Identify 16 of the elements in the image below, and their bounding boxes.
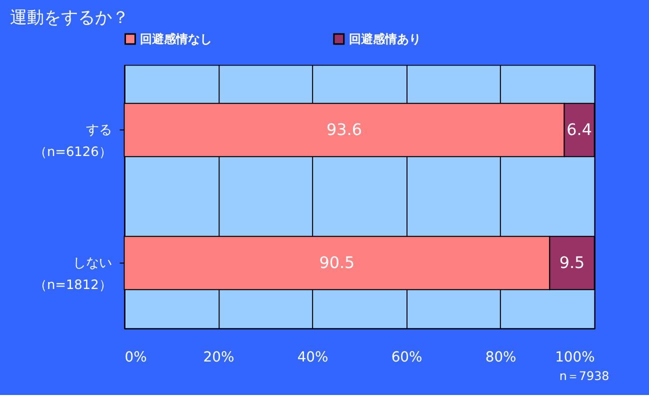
x-tick-label: 100% xyxy=(555,349,595,366)
data-label: 90.5 xyxy=(319,252,355,272)
legend-label: 回避感情あり xyxy=(348,32,421,46)
y-tick-label: する（n=6126） xyxy=(34,122,112,160)
chart-title: 運動をするか？ xyxy=(10,7,129,28)
x-tick-label: 40% xyxy=(297,349,328,366)
data-label: 9.5 xyxy=(559,252,585,272)
data-label: 93.6 xyxy=(326,120,362,139)
x-tick-label: 0% xyxy=(124,349,147,366)
x-tick-label: 60% xyxy=(391,349,422,366)
text: n＝7938 xyxy=(559,368,610,383)
x-tick-label: 80% xyxy=(485,349,516,366)
legend-label: 回避感情なし xyxy=(140,32,212,46)
y-tick-label: しない（n=1812） xyxy=(34,256,112,293)
x-tick-label: 20% xyxy=(203,349,234,366)
data-label: 6.4 xyxy=(566,120,592,139)
